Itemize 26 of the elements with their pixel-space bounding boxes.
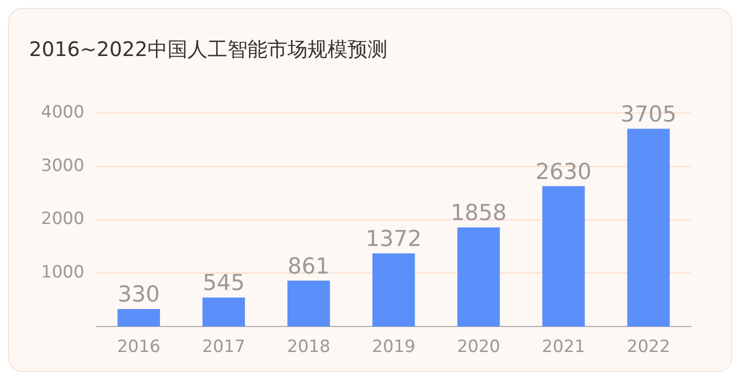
bar	[118, 308, 160, 327]
data-label: 861	[288, 254, 330, 280]
x-tick-label: 2017	[202, 337, 246, 358]
x-tick-label: 2022	[626, 337, 670, 358]
data-label: 545	[202, 271, 245, 296]
data-label: 1858	[450, 201, 507, 226]
data-label: 3705	[620, 102, 677, 128]
bar	[457, 227, 500, 327]
y-tick-label: 1000	[41, 262, 84, 283]
bar	[287, 280, 330, 327]
y-tick-label: 4000	[41, 102, 84, 122]
x-tick-label: 2019	[372, 337, 416, 358]
bar	[627, 128, 670, 327]
x-tick-label: 2020	[456, 337, 500, 358]
bar	[372, 253, 415, 327]
y-tick-label: 2000	[41, 209, 84, 230]
data-label: 2630	[536, 160, 592, 185]
chart-title: 2016~2022中国人工智能市场规模预测	[29, 37, 388, 62]
bar	[202, 297, 245, 327]
x-tick-label: 2018	[287, 337, 330, 358]
data-label: 1372	[366, 227, 422, 252]
x-tick-label: 2016	[117, 337, 160, 358]
data-label: 330	[118, 282, 160, 308]
y-tick-label: 3000	[41, 156, 84, 176]
x-tick-label: 2021	[542, 337, 586, 358]
bar	[542, 186, 585, 327]
